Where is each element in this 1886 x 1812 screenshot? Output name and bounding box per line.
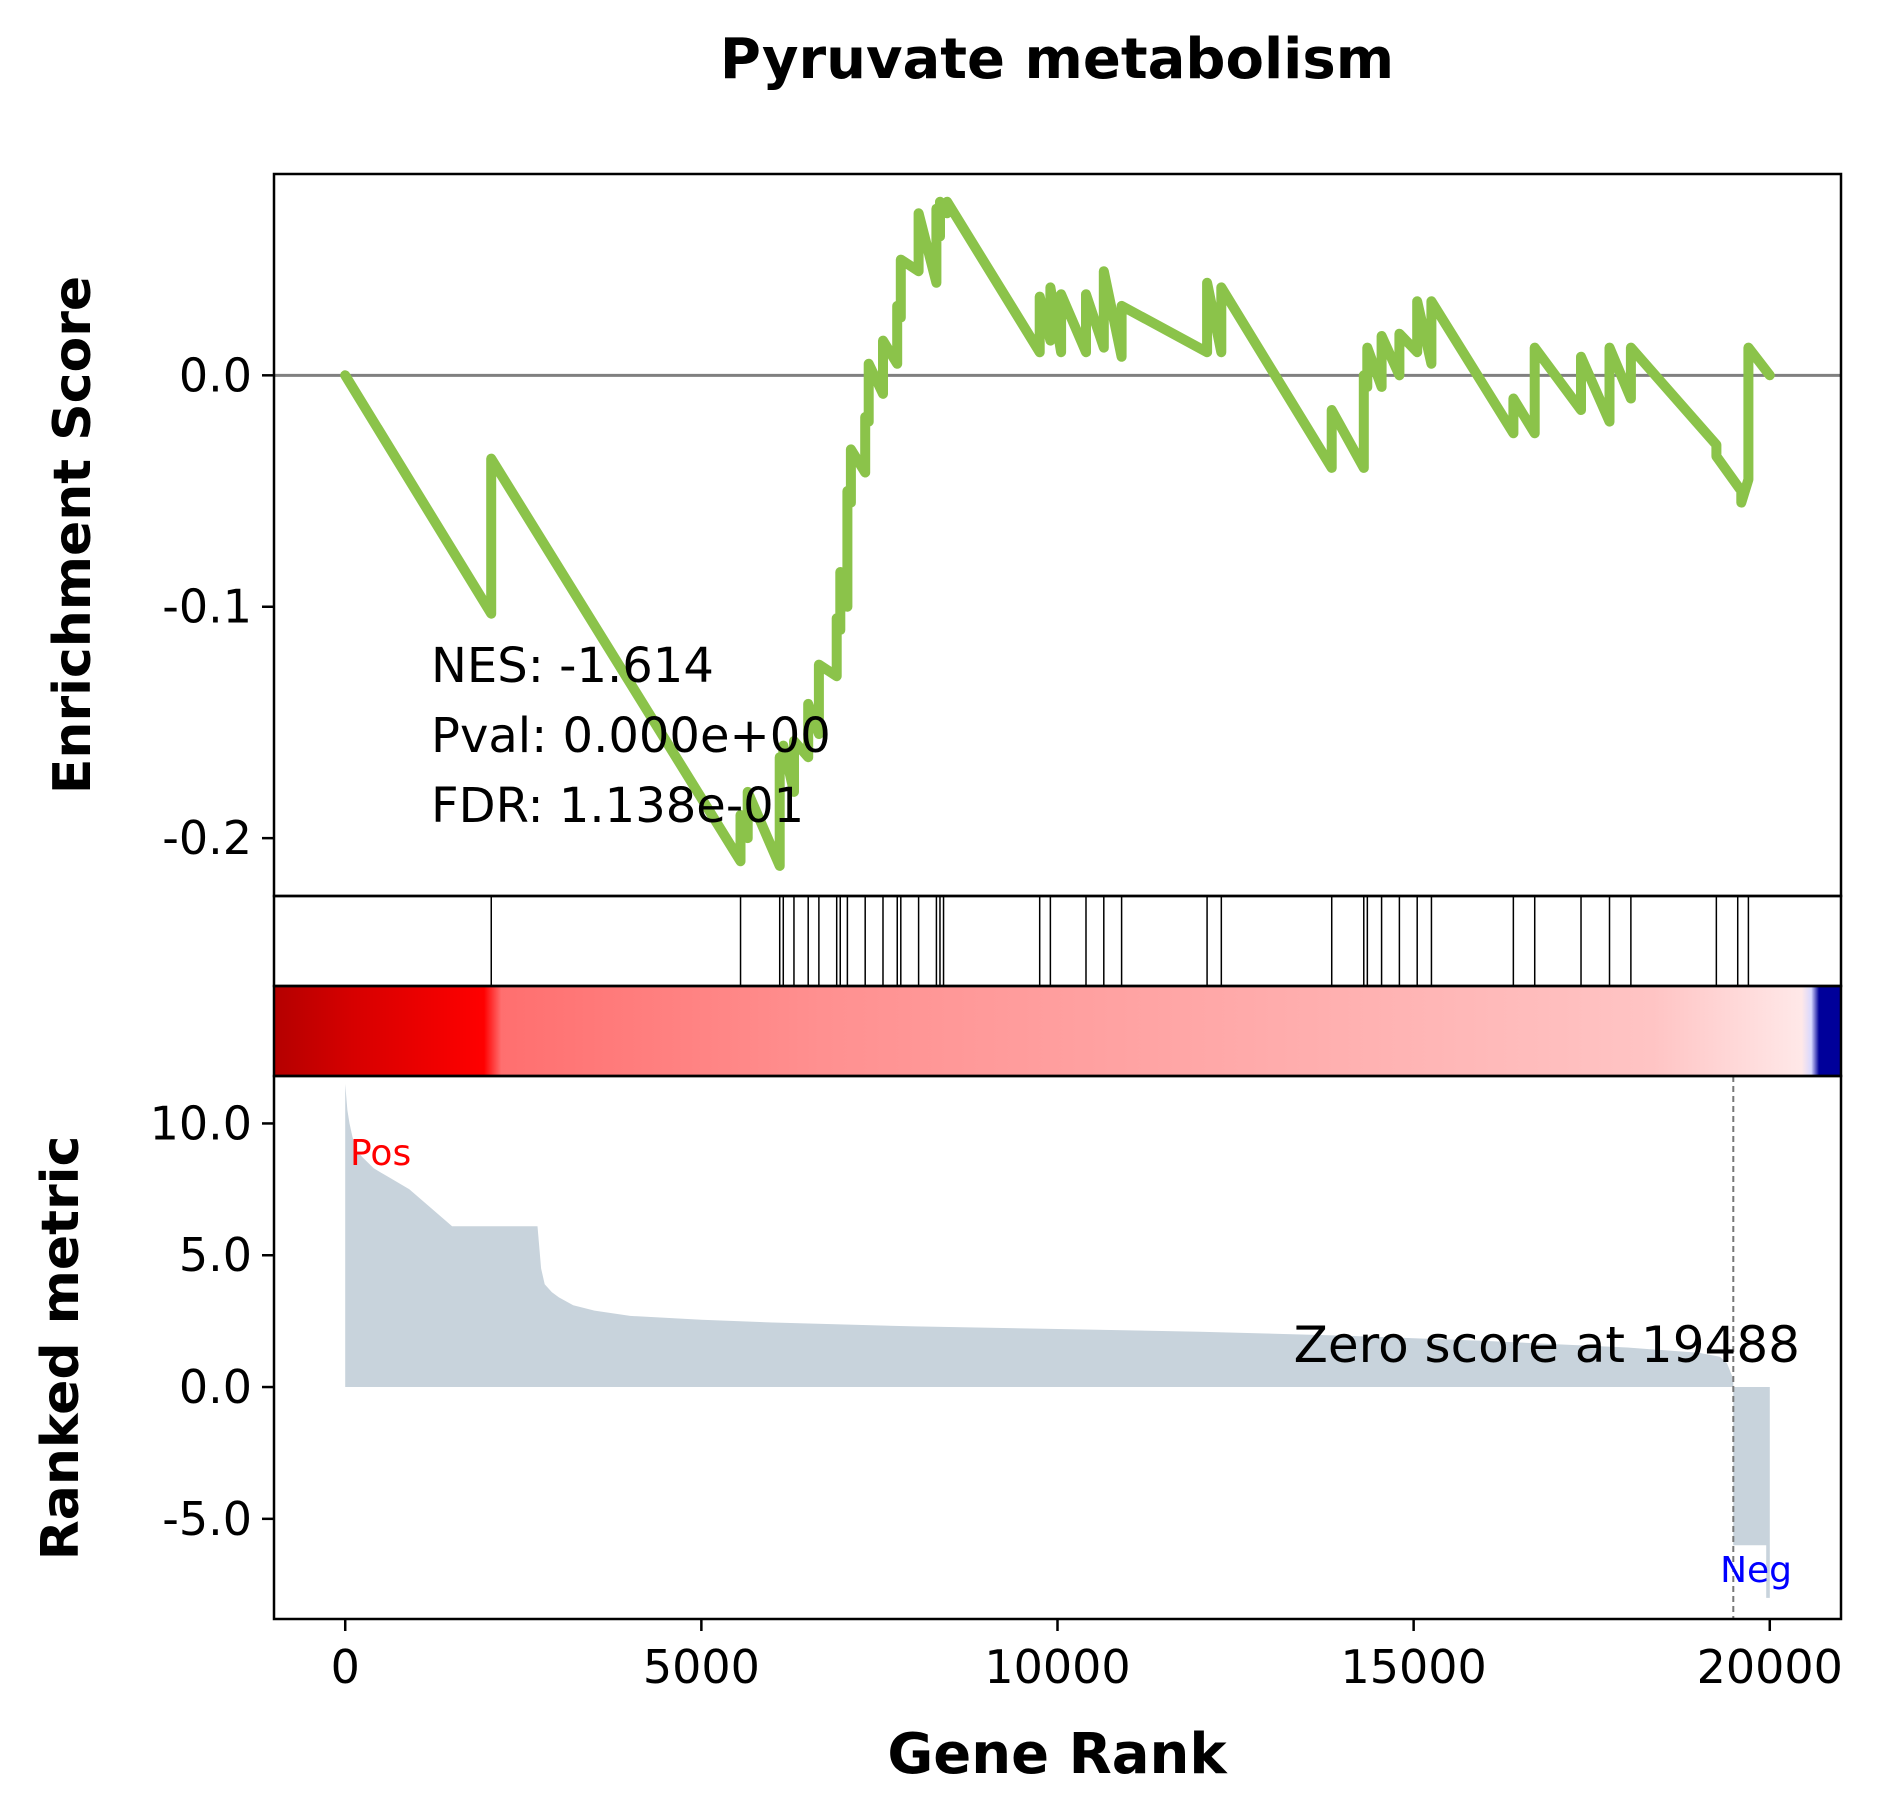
hits-frame: [272, 894, 1843, 988]
ranked-metric-y-tick-label: -5.0: [162, 1492, 252, 1546]
enrichment-y-tick-label: -0.1: [162, 580, 252, 634]
fdr-stat: FDR: 1.138e-01: [431, 778, 804, 834]
x-tick-label: 15000: [1340, 1640, 1486, 1694]
ranked-metric-panel: Zero score at 19488 Pos Neg 10.0 5.0 0.0 -5…: [31, 1076, 1800, 1619]
zero-score-label: Zero score at 19488: [1294, 1316, 1800, 1374]
chart-title: Pyruvate metabolism: [720, 27, 1394, 92]
neg-label: Neg: [1720, 1550, 1792, 1591]
enrichment-score-line: [340, 196, 1775, 871]
ranked-metric-y-tick-label: 0.0: [179, 1360, 252, 1414]
ranked-metric-y-label: Ranked metric: [31, 1136, 91, 1561]
ranked-metric-y-ticks: 10.0 5.0 0.0 -5.0: [150, 1096, 274, 1546]
x-tick-label: 0: [331, 1640, 360, 1694]
enrichment-y-ticks: 0.0 -0.1 -0.2: [162, 348, 274, 865]
pval-stat: Pval: 0.000e+00: [431, 708, 831, 764]
x-tick-label: 20000: [1697, 1640, 1843, 1694]
colorbar-fill: [274, 986, 1841, 1076]
x-axis-ticks: 0 5000 10000 15000 20000: [331, 1619, 1843, 1694]
ranked-metric-y-tick-label: 10.0: [150, 1096, 252, 1150]
rank-colorbar: [274, 986, 1841, 1076]
ranked-metric-frame: [272, 1074, 1843, 1621]
nes-stat: NES: -1.614: [431, 638, 714, 694]
enrichment-y-tick-label: 0.0: [179, 348, 252, 402]
pos-label: Pos: [350, 1133, 411, 1174]
ranked-metric-area: [345, 1083, 1770, 1598]
hit-markers: [490, 896, 1750, 986]
x-tick-label: 5000: [643, 1640, 760, 1694]
enrichment-panel: 0.0 -0.1 -0.2 Enrichment Score NES: -1.614…: [43, 196, 1841, 871]
ranked-metric-y-tick-label: 5.0: [179, 1228, 252, 1282]
x-tick-label: 10000: [984, 1640, 1130, 1694]
x-axis-label: Gene Rank: [887, 1722, 1228, 1787]
enrichment-y-tick-label: -0.2: [162, 811, 252, 865]
enrichment-y-label: Enrichment Score: [43, 276, 103, 794]
